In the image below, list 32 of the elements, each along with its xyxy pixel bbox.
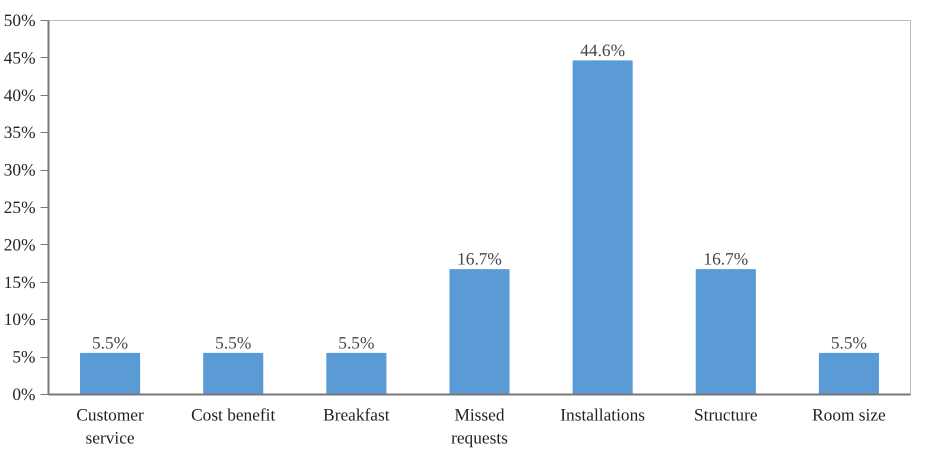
bar xyxy=(203,352,264,394)
bar xyxy=(449,269,510,394)
y-tick-label: 45% xyxy=(4,48,36,68)
bar xyxy=(696,269,756,394)
y-tick-label: 20% xyxy=(4,235,36,254)
x-tick-label: Customer service xyxy=(76,406,144,448)
bar xyxy=(80,352,140,394)
y-tick-label: 35% xyxy=(4,123,36,142)
x-tick-label: Cost benefit xyxy=(191,406,276,424)
y-tick-label: 0% xyxy=(12,385,36,404)
x-tick-label: Structure xyxy=(694,406,758,424)
y-tick-label: 40% xyxy=(4,86,36,105)
data-label: 44.6% xyxy=(580,40,626,60)
data-label: 5.5% xyxy=(338,333,374,352)
data-label: 16.7% xyxy=(703,250,748,269)
y-tick-label: 5% xyxy=(12,348,36,367)
y-tick-label: 30% xyxy=(4,160,36,180)
bar xyxy=(818,352,879,394)
y-tick-label: 50% xyxy=(4,11,36,30)
x-tick-label: Room size xyxy=(812,406,886,424)
data-label: 5.5% xyxy=(830,333,867,352)
x-tick-label: Breakfast xyxy=(323,406,390,424)
bar xyxy=(326,352,386,394)
y-tick-label: 25% xyxy=(4,198,36,217)
data-label: 5.5% xyxy=(92,333,128,352)
y-tick-label: 15% xyxy=(4,272,36,292)
data-label: 16.7% xyxy=(457,250,502,269)
data-label: 5.5% xyxy=(215,333,252,352)
y-tick-label: 10% xyxy=(4,310,36,330)
bar xyxy=(572,60,633,394)
x-tick-label: Installations xyxy=(560,406,646,424)
x-tick-label: Missed requests xyxy=(451,406,508,448)
